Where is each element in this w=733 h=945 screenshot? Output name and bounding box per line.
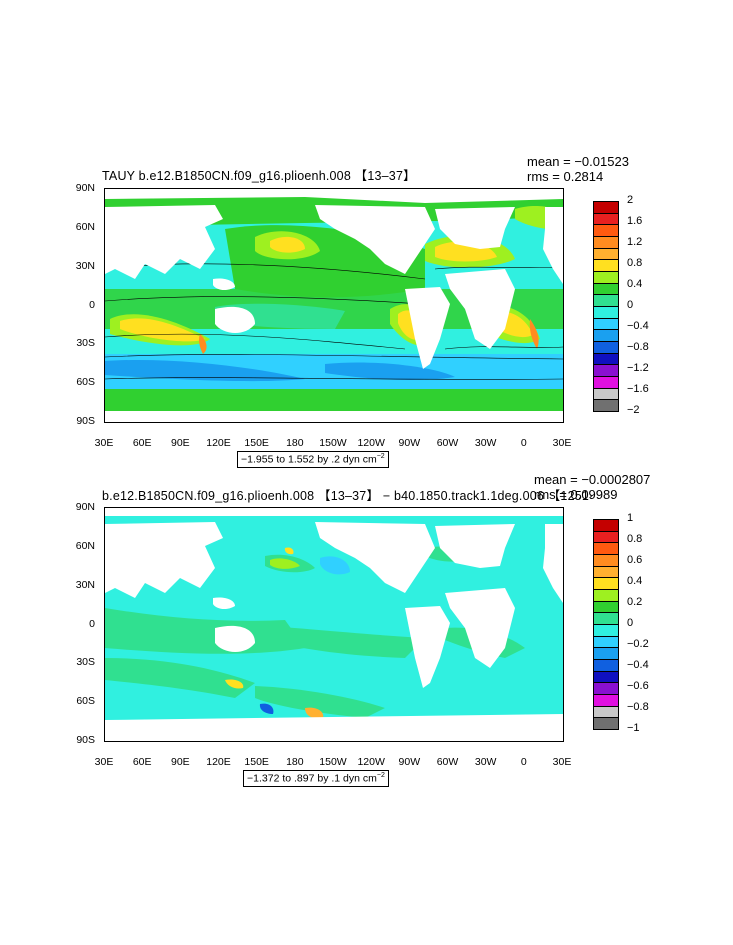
panel1-rms: rms = 0.2814 <box>527 169 604 184</box>
colorbar-label: 0 <box>627 617 634 629</box>
xaxis-tick-label: 120W <box>357 756 385 768</box>
colorbar-label: 0.6 <box>627 554 643 566</box>
panel1-ylabel: 60S <box>76 376 95 388</box>
xaxis-tick-label: 60E <box>132 756 152 768</box>
xaxis-tick-label: 0 <box>520 756 527 768</box>
xaxis-tick-label: 60E <box>132 437 152 449</box>
panel1-mean: mean = −0.01523 <box>527 154 629 169</box>
colorbar-label: 0.8 <box>627 533 643 545</box>
panel1-ylabel: 60N <box>75 221 95 233</box>
panel2-ylabel: 90S <box>76 734 95 746</box>
xaxis-tick-label: 120E <box>206 756 231 768</box>
xaxis-tick-label: 180 <box>286 437 304 449</box>
panel2-range: −1.372 to .897 by .1 dyn cm−2 <box>243 770 389 787</box>
xaxis-tick-label: 150W <box>319 437 347 449</box>
colorbar-label: 2 <box>627 194 634 206</box>
panel2-ylabel: 30S <box>76 656 95 668</box>
colorbar-label: 1.6 <box>627 215 643 227</box>
xaxis-tick-label: 60W <box>436 756 459 768</box>
colorbar-swatch <box>593 717 619 730</box>
xaxis-tick-label: 120E <box>206 437 231 449</box>
xaxis-tick-label: 30W <box>474 756 497 768</box>
xaxis-tick-label: 30E <box>94 756 114 768</box>
panel1-map <box>104 188 564 423</box>
xaxis-tick-label: 30E <box>552 437 572 449</box>
xaxis-tick-label: 90E <box>170 437 190 449</box>
colorbar-label: 0 <box>627 299 634 311</box>
panel1-ylabel: 90S <box>76 415 95 427</box>
xaxis-tick-label: 90W <box>398 437 421 449</box>
colorbar-label: 1 <box>627 512 634 524</box>
colorbar-label: 0.8 <box>627 257 643 269</box>
panel2-rms: rms = 0.09989 <box>534 487 618 502</box>
xaxis-tick-label: 150E <box>244 756 269 768</box>
colorbar-label: −1.6 <box>627 383 649 395</box>
colorbar-label: −1.2 <box>627 362 649 374</box>
colorbar-label: 0.2 <box>627 596 643 608</box>
panel2-title: b.e12.B1850CN.f09_g16.plioenh.008 【13–37… <box>102 489 594 503</box>
xaxis-tick-label: 60W <box>436 437 459 449</box>
xaxis-tick-label: 90W <box>398 756 421 768</box>
panel1-range: −1.955 to 1.552 by .2 dyn cm−2 <box>237 451 389 468</box>
colorbar-label: −0.6 <box>627 680 649 692</box>
panel2-ylabel: 90N <box>75 501 95 513</box>
panel1-ylabel: 90N <box>75 182 95 194</box>
xaxis-tick-label: 150E <box>244 437 269 449</box>
panel2-ylabel: 30N <box>75 579 95 591</box>
colorbar-label: −1 <box>627 722 640 734</box>
xaxis-tick-label: 90E <box>170 756 190 768</box>
colorbar-label: −0.2 <box>627 638 649 650</box>
panel1-ylabel: 30N <box>75 260 95 272</box>
panel2-mean: mean = −0.0002807 <box>534 472 651 487</box>
panel2-ylabel: 60N <box>75 540 95 552</box>
xaxis-tick-label: 0 <box>520 437 527 449</box>
xaxis-tick-label: 30E <box>94 437 114 449</box>
xaxis-tick-label: 30W <box>474 437 497 449</box>
colorbar-label: −2 <box>627 404 640 416</box>
panel1-ylabel: 0 <box>89 299 95 311</box>
colorbar-label: −0.8 <box>627 701 649 713</box>
colorbar-label: −0.8 <box>627 341 649 353</box>
panel1-title: TAUY b.e12.B1850CN.f09_g16.plioenh.008 【… <box>102 169 416 183</box>
colorbar-label: 0.4 <box>627 278 643 290</box>
xaxis-tick-label: 120W <box>357 437 385 449</box>
colorbar-label: 0.4 <box>627 575 643 587</box>
panel1-ylabel: 30S <box>76 337 95 349</box>
panel2-ylabel: 0 <box>89 618 95 630</box>
xaxis-tick-label: 180 <box>286 756 304 768</box>
colorbar-label: −0.4 <box>627 320 649 332</box>
xaxis-tick-label: 30E <box>552 756 572 768</box>
colorbar-swatch <box>593 399 619 412</box>
panel2-ylabel: 60S <box>76 695 95 707</box>
xaxis-tick-label: 150W <box>319 756 347 768</box>
colorbar-label: −0.4 <box>627 659 649 671</box>
colorbar-label: 1.2 <box>627 236 643 248</box>
panel2-map <box>104 507 564 742</box>
